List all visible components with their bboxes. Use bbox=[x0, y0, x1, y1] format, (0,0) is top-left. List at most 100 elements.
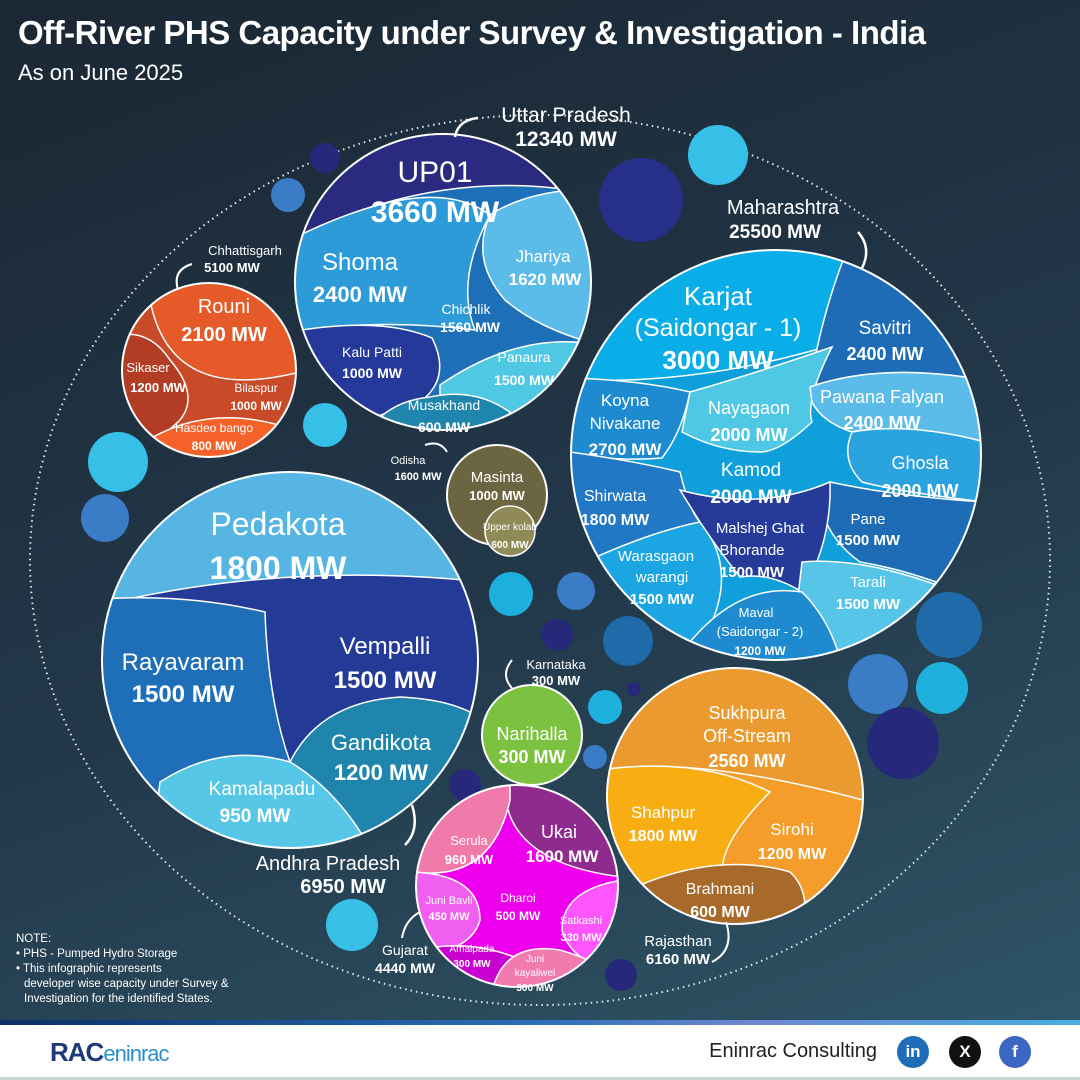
name-label: Panaura bbox=[498, 349, 551, 365]
capacity-label: 1800 MW bbox=[210, 550, 348, 586]
name-label: Ukai bbox=[541, 822, 577, 842]
capacity-label: 12340 MW bbox=[515, 128, 617, 151]
name-label: Dharoi bbox=[500, 891, 535, 905]
name-label: (Saidongar - 1) bbox=[635, 314, 802, 342]
capacity-label: 3660 MW bbox=[371, 196, 500, 229]
name-label: Hasdeo bango bbox=[175, 421, 253, 435]
capacity-label: 1500 MW bbox=[836, 596, 901, 613]
capacity-label: 1800 MW bbox=[629, 828, 698, 845]
name-label: Maharashtra bbox=[727, 197, 840, 219]
arrow-icon bbox=[404, 804, 417, 846]
capacity-label: 2400 MW bbox=[843, 413, 920, 433]
name-label: Brahmani bbox=[686, 881, 754, 898]
capacity-label: 500 MW bbox=[496, 909, 541, 923]
name-label: Pawana Falyan bbox=[820, 387, 944, 407]
note-item: • PHS - Pumped Hydro Storage bbox=[16, 948, 178, 960]
facebook-icon[interactable]: f bbox=[999, 1036, 1031, 1068]
name-label: Sukhpura bbox=[708, 703, 786, 723]
name-label: Nayagaon bbox=[708, 398, 790, 418]
footer: RACeninrac Eninrac Consulting in X f bbox=[0, 1025, 1080, 1080]
name-label: Off-Stream bbox=[703, 726, 791, 746]
name-label: UP01 bbox=[397, 156, 472, 189]
name-label: Rayavaram bbox=[122, 649, 245, 676]
linkedin-icon[interactable]: in bbox=[897, 1036, 929, 1068]
name-label: Kalu Patti bbox=[342, 344, 402, 360]
arrow-icon bbox=[175, 263, 193, 291]
capacity-label: 2400 MW bbox=[846, 344, 923, 364]
capacity-label: 1200 MW bbox=[734, 644, 786, 658]
name-label: Jhariya bbox=[516, 247, 571, 266]
name-label: Tarali bbox=[850, 574, 886, 591]
capacity-label: 1600 MW bbox=[394, 471, 442, 483]
footer-divider bbox=[0, 1020, 1080, 1025]
name-label: Warasgaon bbox=[618, 548, 694, 565]
name-label: Nivakane bbox=[590, 414, 661, 433]
capacity-label: 1000 MW bbox=[469, 488, 525, 503]
notes: NOTE: • PHS - Pumped Hydro Storage • Thi… bbox=[16, 932, 286, 1007]
capacity-label: 600 MW bbox=[418, 419, 471, 435]
name-label: Pane bbox=[850, 511, 885, 528]
state-andhra-pradesh: Andhra Pradesh 6950 MW Pedakota 1800 MW … bbox=[101, 471, 479, 898]
capacity-label: 300 MW bbox=[532, 673, 581, 688]
name-label: Ghosla bbox=[891, 453, 949, 473]
capacity-label: 600 MW bbox=[491, 540, 529, 551]
outer-dotted-ring bbox=[29, 114, 1051, 1006]
capacity-label: 2000 MW bbox=[881, 481, 958, 501]
capacity-label: 1200 MW bbox=[334, 760, 428, 785]
capacity-label: 1800 MW bbox=[581, 512, 650, 529]
capacity-label: 1500 MW bbox=[630, 591, 695, 608]
note-item: • This infographic represents bbox=[16, 963, 162, 975]
capacity-label: 300 MW bbox=[498, 747, 565, 767]
name-label: Amalpada bbox=[449, 944, 494, 955]
name-label: Rajasthan bbox=[644, 933, 712, 950]
capacity-label: 1500 MW bbox=[132, 681, 235, 708]
arrow-icon bbox=[505, 659, 513, 689]
capacity-label: 2000 MW bbox=[710, 425, 787, 445]
name-label: Karnataka bbox=[526, 657, 586, 672]
capacity-label: 1500 MW bbox=[836, 532, 901, 549]
capacity-label: 1000 MW bbox=[230, 399, 282, 413]
name-label: Pedakota bbox=[210, 506, 345, 542]
capacity-label: 800 MW bbox=[192, 439, 237, 453]
name-label: Shoma bbox=[322, 249, 399, 276]
eninrac-logo[interactable]: RACeninrac bbox=[50, 1037, 170, 1067]
name-label: Gujarat bbox=[382, 942, 428, 958]
name-label: Chhattisgarh bbox=[208, 243, 282, 258]
capacity-label: 4440 MW bbox=[375, 960, 436, 976]
x-twitter-icon[interactable]: X bbox=[949, 1036, 981, 1068]
state-gujarat: Gujarat 4440 MW Serula 960 MW Ukai 1600 … bbox=[375, 784, 619, 994]
name-label: Serula bbox=[450, 833, 488, 848]
name-label: Satkashi bbox=[560, 915, 602, 927]
name-label: Malshej Ghat bbox=[716, 520, 805, 537]
bubble-infographic: Uttar Pradesh 12340 MW UP01 3660 MW Shom… bbox=[29, 104, 1051, 1006]
page-title: Off-River PHS Capacity under Survey & In… bbox=[18, 14, 926, 51]
name-label: Vempalli bbox=[340, 633, 431, 660]
capacity-label: 950 MW bbox=[220, 806, 291, 827]
name-label: warangi bbox=[635, 569, 689, 586]
arrow-icon bbox=[453, 116, 479, 138]
name-label: Upper kolab bbox=[483, 522, 537, 533]
name-label: (Saidongar - 2) bbox=[717, 624, 804, 639]
capacity-label: 2560 MW bbox=[708, 751, 785, 771]
capacity-label: 1620 MW bbox=[509, 270, 583, 289]
arrow-icon bbox=[857, 231, 868, 269]
name-label: Odisha bbox=[391, 455, 427, 467]
name-label: Savitri bbox=[859, 318, 912, 339]
capacity-label: 330 MW bbox=[561, 932, 603, 944]
name-label: Masinta bbox=[471, 469, 524, 486]
capacity-label: 1200 MW bbox=[130, 380, 186, 395]
capacity-label: 2000 MW bbox=[710, 487, 791, 508]
capacity-label: 300 MW bbox=[453, 959, 491, 970]
name-label: Juni Bavli bbox=[425, 895, 472, 907]
capacity-label: 300 MW bbox=[516, 983, 554, 994]
capacity-label: 1500 MW bbox=[494, 372, 555, 388]
name-label: Uttar Pradesh bbox=[501, 104, 631, 127]
name-label: Koyna bbox=[601, 391, 650, 410]
name-label: Karjat bbox=[684, 281, 753, 311]
name-label: Andhra Pradesh bbox=[256, 853, 401, 875]
capacity-label: 1560 MW bbox=[440, 319, 501, 335]
name-label: Chichlik bbox=[441, 301, 491, 317]
notes-heading: NOTE: bbox=[16, 933, 52, 945]
state-rajasthan: Rajasthan 6160 MW Sukhpura Off-Stream 25… bbox=[606, 667, 864, 968]
capacity-label: 25500 MW bbox=[729, 222, 821, 243]
